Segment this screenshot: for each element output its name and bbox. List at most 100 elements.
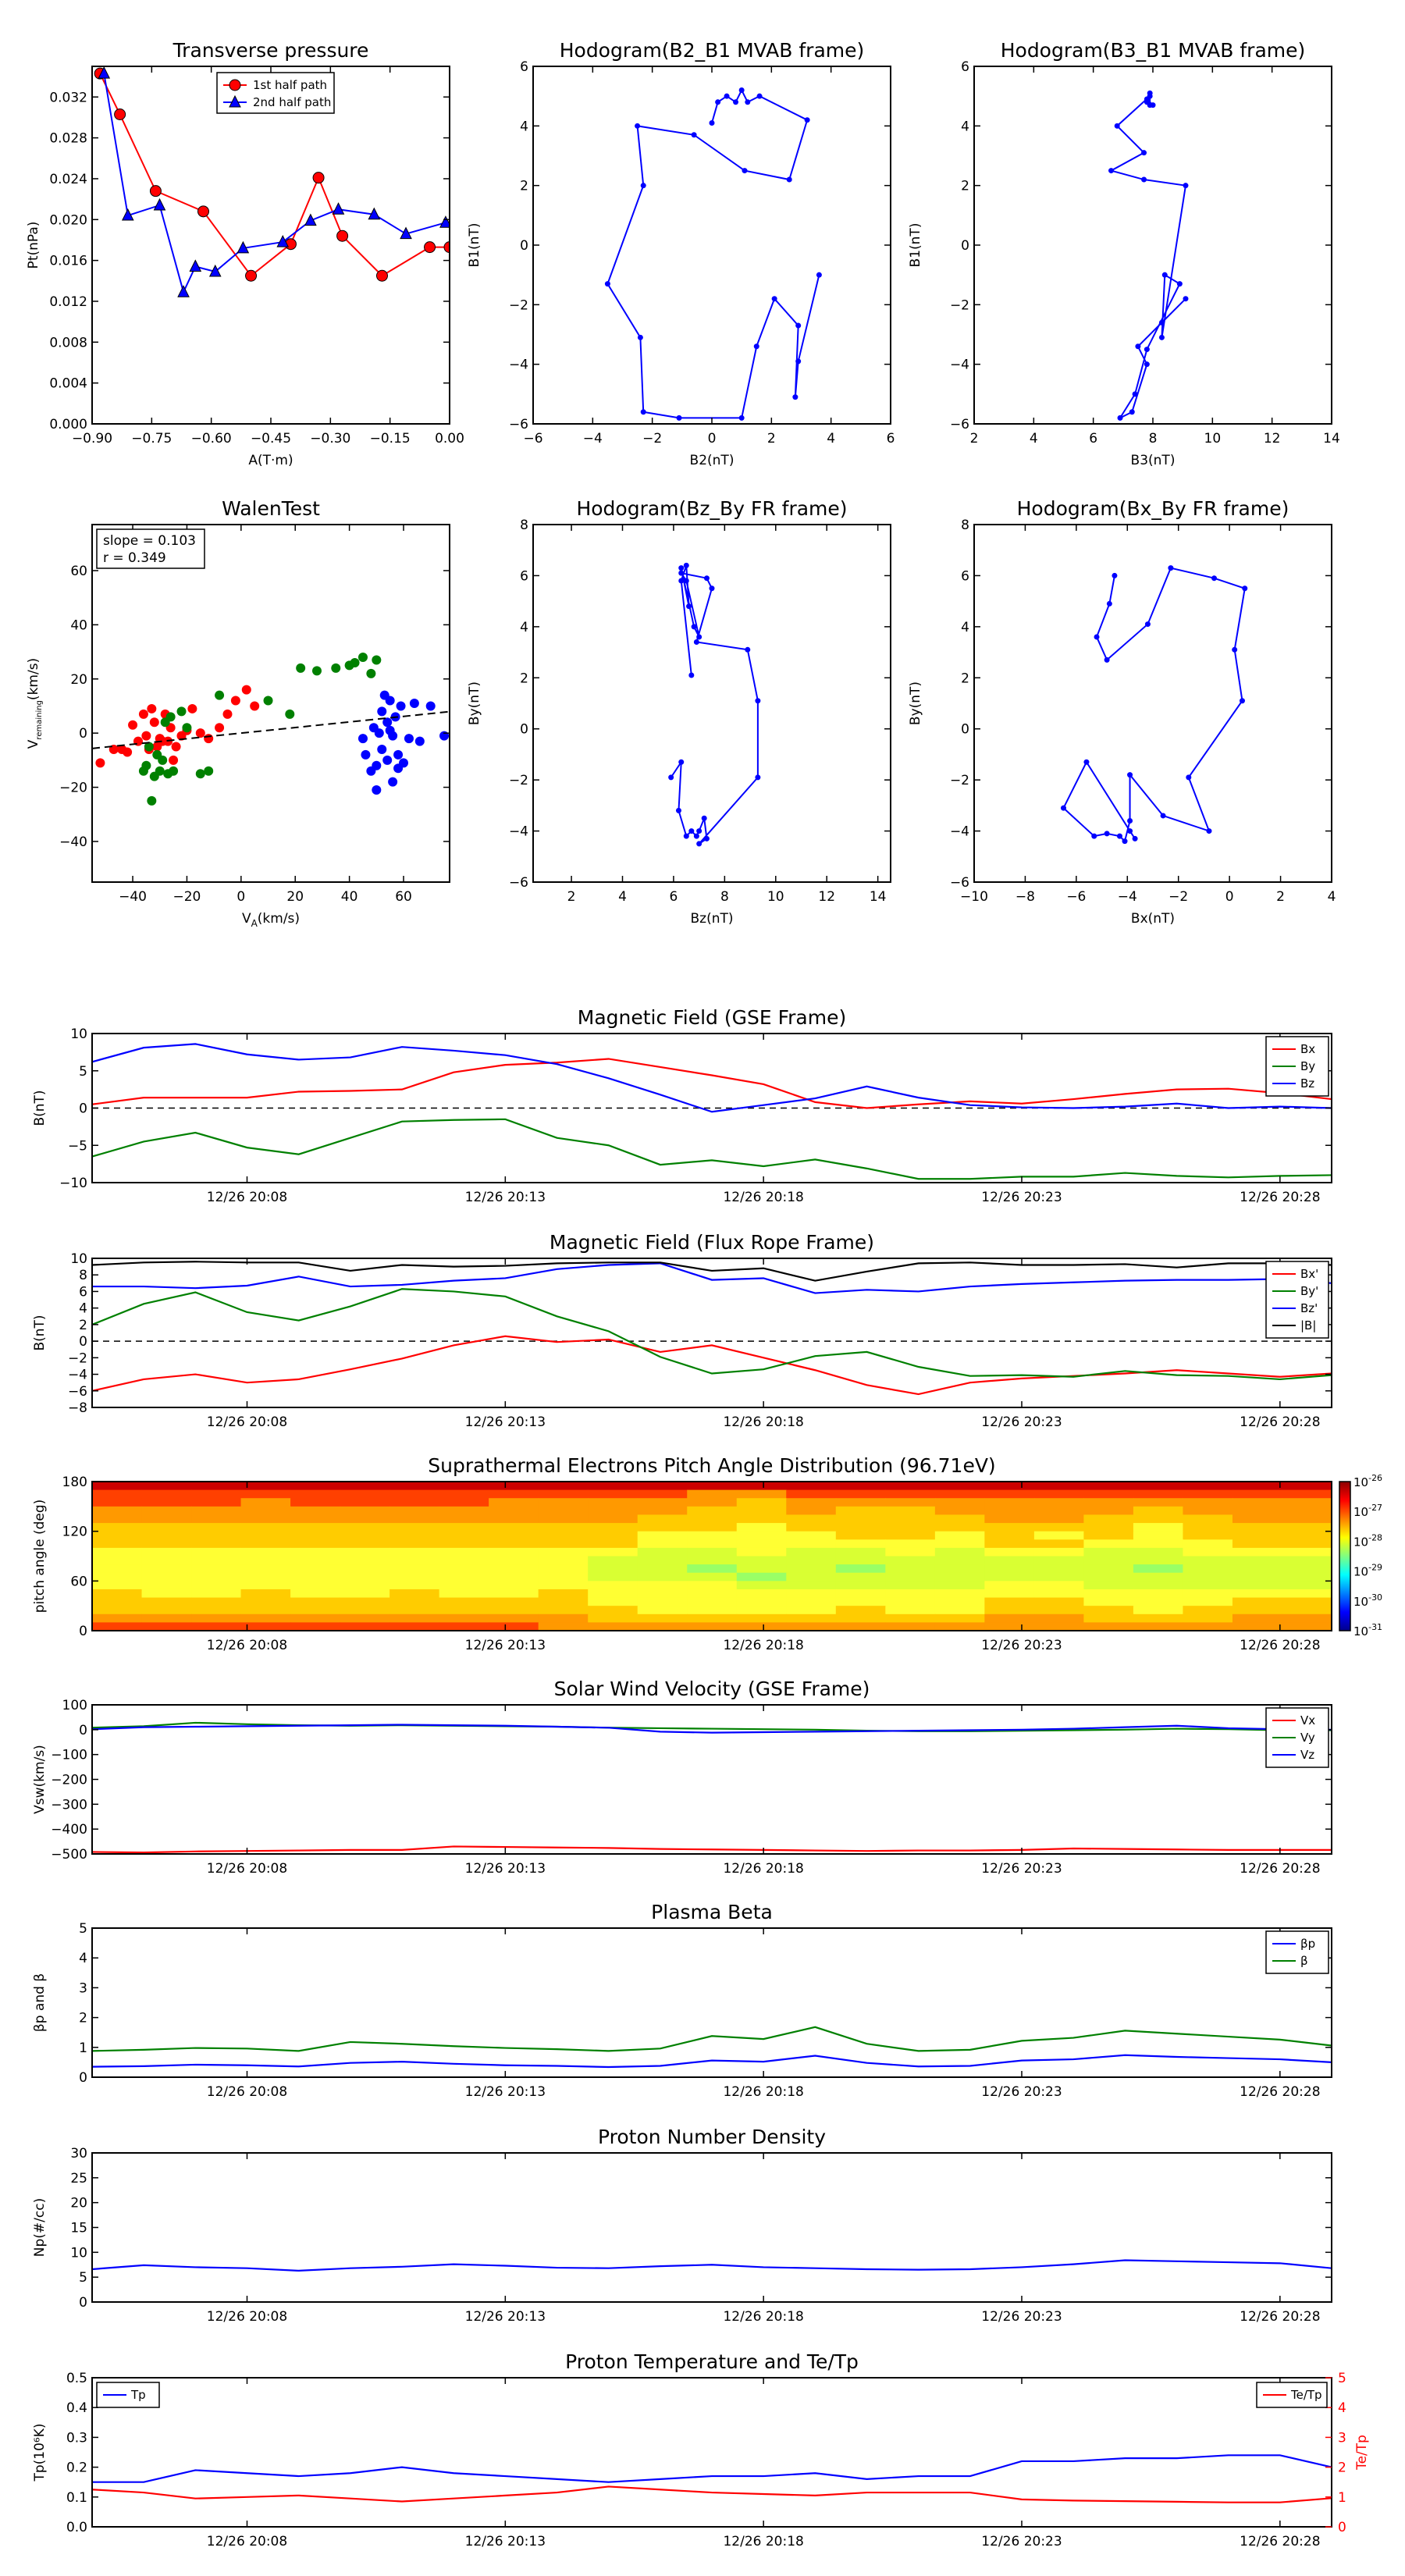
x-axis-label: B3(nT) [1131,453,1176,468]
heatmap-cell [835,1564,886,1574]
heatmap-cell [1133,1498,1183,1507]
heatmap-cell [885,1556,936,1565]
heatmap-cell [637,1523,688,1532]
heatmap-cell [786,1514,837,1524]
heatmap-cell [1083,1498,1134,1507]
data-point [155,766,165,776]
heatmap-cell [141,1547,192,1557]
heatmap-cell [934,1506,985,1515]
heatmap-cell [538,1606,589,1615]
heatmap-cell [637,1597,688,1606]
x-tick-label: −2 [1168,889,1188,905]
heatmap-cell [1133,1622,1183,1631]
heatmap-cell [1232,1589,1282,1599]
heatmap-cell [1282,1572,1332,1582]
legend-label: Vy [1300,1731,1315,1745]
series-line [91,1058,1332,1109]
heatmap-cell [290,1482,341,1491]
heatmap-cell [538,1589,589,1599]
x-tick-label: 12/26 20:18 [723,2534,803,2549]
heatmap-cell [538,1539,589,1549]
data-point [149,185,162,197]
y-tick-label: 100 [62,1698,87,1713]
heatmap-cell [835,1597,886,1606]
x-tick-label: 12 [1264,431,1281,447]
y-tick-label: 6 [961,568,969,584]
heatmap-cell [588,1489,638,1499]
heatmap-cell [538,1572,589,1582]
x-tick-label: 12/26 20:23 [981,2309,1062,2325]
heatmap-cell [588,1531,638,1540]
heatmap-cell [141,1523,192,1532]
heatmap-cell [290,1614,341,1623]
x-tick-label: 12/26 20:18 [723,1638,803,1653]
heatmap-cell [92,1572,143,1582]
colorbar-tick-label: 10-30 [1353,1592,1382,1609]
heatmap-cell [736,1581,787,1590]
heatmap-cell [934,1539,985,1549]
data-point [1150,102,1156,109]
data-point [1104,656,1110,663]
x-tick-label: 12/26 20:28 [1240,1638,1320,1653]
y-tick-label: −300 [51,1797,87,1813]
plot-frame [91,524,450,883]
heatmap-cell [389,1581,440,1590]
data-point [1083,759,1090,765]
y-axis-label: B(nT) [32,1090,48,1126]
y-tick-label: −2 [950,773,969,788]
x-tick-label: −0.15 [370,431,411,447]
y-tick-label: 2 [961,671,969,686]
heatmap-cell [687,1597,738,1606]
data-point [357,653,368,663]
y-tick-label: 8 [520,518,528,533]
x-tick-label: 12/26 20:13 [465,1190,546,1205]
heatmap-cell [588,1523,638,1532]
heatmap-cell [389,1589,440,1599]
y2-tick-label: 3 [1338,2430,1346,2446]
heatmap-cell [92,1547,143,1557]
data-point [399,758,409,768]
heatmap-cell [687,1556,738,1565]
heatmap-cell [240,1572,291,1582]
y-tick-label: 0 [79,1624,87,1639]
x-tick-label: 2 [767,431,776,447]
data-point [1206,828,1212,834]
heatmap-cell [439,1622,489,1631]
heatmap-cell [1232,1622,1282,1631]
heatmap-cell [1232,1564,1282,1574]
heatmap-cell [1083,1489,1134,1499]
data-point [683,578,689,584]
heatmap-cell [1183,1482,1233,1491]
y-tick-label: 0.032 [49,90,87,105]
y-tick-label: 0 [79,1334,87,1350]
x-tick-label: 4 [1328,889,1336,905]
y-tick-label: 2 [79,1318,87,1333]
data-point [409,699,419,708]
y-tick-label: 4 [79,1301,87,1317]
y-tick-label: 2 [961,179,969,194]
heatmap-cell [191,1581,242,1590]
heatmap-cell [1133,1489,1183,1499]
series-line [1108,93,1187,420]
heatmap-cell [1232,1489,1282,1499]
data-point [756,93,763,99]
data-point [424,241,436,254]
heatmap-cell [1033,1489,1084,1499]
data-point [443,241,450,254]
y-tick-label: −4 [509,358,528,373]
data-point [678,565,685,571]
heatmap-cell [786,1572,837,1582]
y-tick-label: −6 [509,417,528,432]
heatmap-cell [191,1539,242,1549]
data-point [336,229,349,242]
data-point [1242,585,1248,592]
heatmap-cell [637,1581,688,1590]
y-tick-label: 6 [79,1284,87,1300]
data-point [396,701,406,711]
heatmap-cell [934,1498,985,1507]
heatmap-cell [1232,1498,1282,1507]
data-point [215,690,225,700]
heatmap-cell [786,1547,837,1557]
data-point [709,585,715,592]
data-point [204,766,214,776]
